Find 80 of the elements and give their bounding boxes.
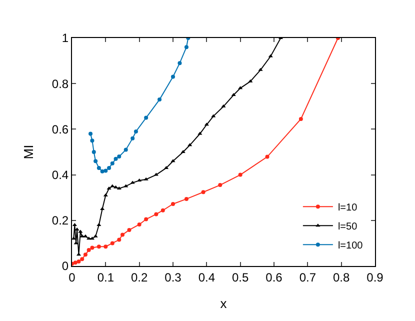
point <box>201 190 206 194</box>
point <box>154 212 158 216</box>
point <box>96 222 102 226</box>
point <box>144 116 148 120</box>
y-axis-title: MI <box>20 144 36 160</box>
point <box>144 217 148 222</box>
point <box>104 244 108 249</box>
point <box>83 234 88 238</box>
point <box>76 259 81 264</box>
point <box>83 252 88 257</box>
point <box>72 222 77 226</box>
point <box>130 180 135 184</box>
point <box>110 161 114 166</box>
x-tick-label: 0.6 <box>266 270 283 284</box>
point <box>72 236 76 240</box>
point <box>107 166 112 170</box>
y-tick-label: 1 <box>62 31 69 46</box>
legend-label: l=50 <box>338 222 358 233</box>
point <box>127 228 132 232</box>
point <box>116 186 122 190</box>
y-tick-label: 0.2 <box>52 214 69 228</box>
x-tick-label: 0.8 <box>332 270 350 284</box>
point <box>92 150 96 154</box>
point <box>221 104 226 108</box>
point <box>110 241 114 246</box>
point <box>171 74 175 79</box>
point <box>73 260 78 265</box>
point <box>94 159 98 164</box>
legend-label: l=10 <box>338 202 358 214</box>
point <box>96 244 101 249</box>
point <box>178 61 182 66</box>
point <box>93 234 98 238</box>
point <box>80 257 84 262</box>
point <box>117 154 122 159</box>
x-tick-label: 0.1 <box>97 270 114 284</box>
point <box>86 248 91 252</box>
point <box>114 156 118 161</box>
point <box>103 193 108 196</box>
point <box>238 172 242 177</box>
point <box>100 169 104 174</box>
point <box>158 98 162 102</box>
point <box>90 138 94 143</box>
point <box>78 230 83 233</box>
x-tick-label: 0.3 <box>164 270 182 284</box>
point <box>248 79 253 82</box>
point <box>144 177 148 180</box>
y-tick-label: 0 <box>62 259 69 274</box>
point <box>184 45 188 50</box>
x-tick-label: 0.9 <box>366 270 384 284</box>
y-tick-label: 0.8 <box>52 76 69 91</box>
point <box>134 129 138 134</box>
point <box>154 172 158 176</box>
x-axis-title: x <box>220 296 228 311</box>
point <box>117 238 122 242</box>
point <box>104 168 108 173</box>
point <box>198 132 202 135</box>
y-tick-label: 0.4 <box>52 168 69 182</box>
x-tick-label: 0.4 <box>198 270 216 284</box>
point <box>137 222 142 226</box>
point <box>120 232 124 237</box>
point <box>265 154 270 159</box>
point <box>184 196 188 201</box>
legend-label: l=100 <box>338 240 364 252</box>
point <box>171 202 175 206</box>
x-tick-label: 0.7 <box>299 270 316 284</box>
point <box>298 116 303 121</box>
point <box>96 166 101 170</box>
point <box>124 148 128 152</box>
point <box>218 183 222 188</box>
point <box>204 122 209 126</box>
point <box>90 246 94 250</box>
y-tick-label: 0.6 <box>52 122 69 136</box>
point <box>106 186 112 190</box>
point <box>258 68 263 71</box>
point <box>130 136 135 140</box>
point <box>160 208 165 212</box>
point <box>88 132 93 136</box>
x-tick-label: 0.2 <box>130 270 148 284</box>
point <box>170 159 176 162</box>
x-tick-label: 0.5 <box>232 270 249 284</box>
